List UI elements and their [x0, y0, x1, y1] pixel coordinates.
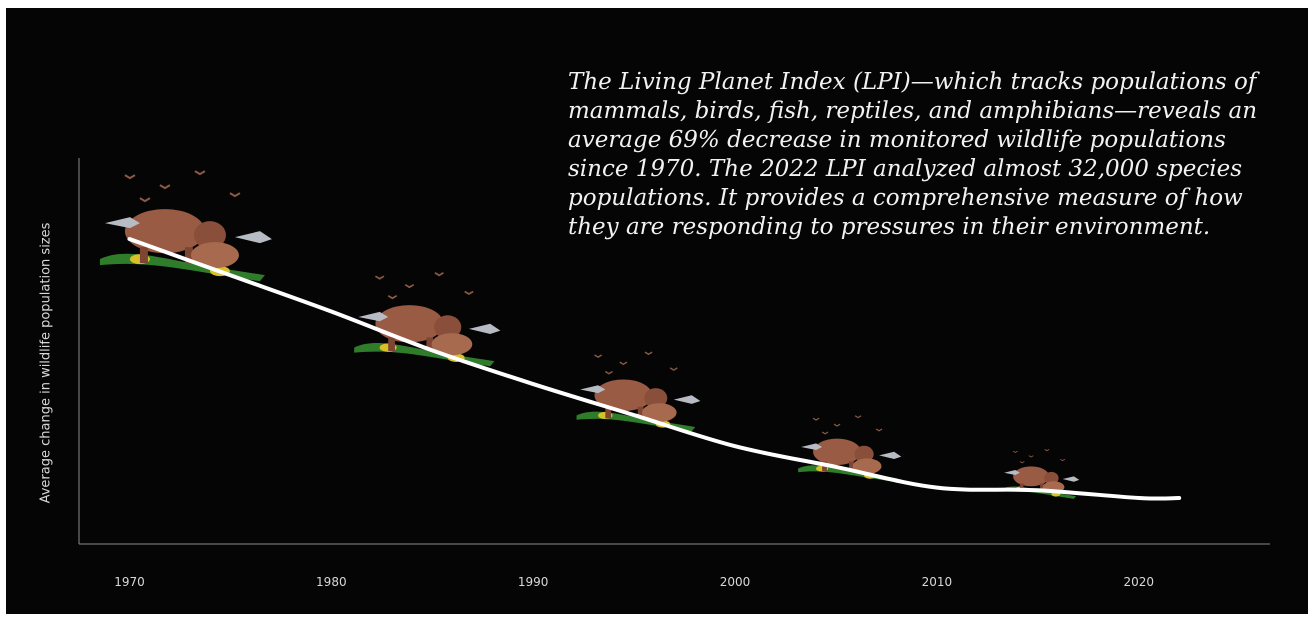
fish-shape: [673, 395, 701, 404]
animal-cluster-illustration: [354, 272, 501, 367]
fish-shape: [234, 231, 272, 244]
fish-shape: [801, 443, 823, 450]
elephant-leg-shape: [849, 461, 854, 471]
x-tick-label: 2020: [1124, 575, 1155, 589]
bird-shape: [387, 295, 398, 300]
x-tick-label: 2010: [922, 575, 953, 589]
x-tick-label: 2000: [720, 575, 751, 589]
bird-shape: [833, 423, 841, 427]
bird-shape: [604, 370, 613, 375]
animal-cluster-illustration: [798, 415, 902, 482]
bird-shape: [374, 275, 385, 280]
elephant-leg-shape: [1040, 483, 1044, 491]
y-axis-label: Average change in wildlife population si…: [38, 222, 54, 504]
fish-shape: [468, 323, 501, 334]
elephant-head-shape: [1044, 471, 1059, 485]
x-tick-label: 1980: [316, 575, 347, 589]
mammal-shape: [431, 333, 473, 356]
bird-shape: [1028, 455, 1034, 458]
lpi-annotation: The Living Planet Index (LPI)—which trac…: [568, 69, 1258, 240]
bird-shape: [644, 351, 653, 356]
bird-shape: [1044, 448, 1050, 452]
fish-shape: [1004, 470, 1020, 475]
bird-shape: [875, 428, 883, 432]
fish-shape: [358, 311, 389, 322]
elephant-leg-shape: [184, 247, 193, 264]
bird-shape: [821, 431, 829, 435]
elephant-leg-shape: [388, 337, 395, 351]
animal-cluster-illustration: [576, 351, 701, 432]
bird-shape: [124, 174, 136, 180]
mammal-shape: [852, 458, 882, 474]
animal-cluster-illustration: [99, 170, 272, 282]
elephant-leg-shape: [1019, 483, 1024, 491]
lpi-chart: 1970 1980 1990 2000 2010 2020: [78, 158, 1270, 589]
elephant-leg-shape: [637, 406, 644, 419]
bird-shape: [669, 367, 678, 371]
elephant-head-shape: [434, 315, 462, 340]
elephant-head-shape: [644, 388, 668, 409]
series-line: [127, 237, 1182, 501]
bird-shape: [139, 197, 151, 203]
x-tick-label: 1990: [518, 575, 549, 589]
elephant-shape: [375, 305, 444, 343]
fish-shape: [580, 385, 606, 394]
mammal-shape: [642, 403, 677, 422]
elephant-leg-shape: [605, 406, 612, 419]
bird-shape: [194, 170, 206, 176]
bird-shape: [854, 415, 862, 419]
bird-shape: [594, 354, 603, 358]
bird-shape: [1060, 458, 1066, 462]
elephant-leg-shape: [426, 337, 434, 351]
bird-shape: [1012, 450, 1018, 454]
elephant-head-shape: [193, 221, 226, 250]
bird-shape: [464, 290, 474, 296]
elephant-shape: [813, 438, 862, 465]
elephant-shape: [1013, 466, 1050, 487]
bird-shape: [619, 361, 628, 366]
elephant-shape: [594, 379, 653, 412]
bird-shape: [404, 283, 415, 289]
fish-shape: [1062, 476, 1080, 482]
bird-shape: [1019, 461, 1025, 464]
elephant-leg-shape: [139, 247, 148, 264]
fish-shape: [879, 451, 902, 459]
bird-shape: [812, 417, 820, 421]
fish-shape: [104, 217, 140, 229]
mammal-shape: [190, 242, 239, 269]
bird-shape: [434, 272, 444, 277]
bird-shape: [159, 184, 171, 190]
elephant-shape: [124, 209, 205, 254]
bird-shape: [229, 192, 241, 198]
chart-frame: 1970 1980 1990 2000 2010 2020 The Living Plan…: [6, 8, 1308, 614]
x-tick-label: 1970: [114, 575, 145, 589]
elephant-head-shape: [854, 445, 874, 463]
